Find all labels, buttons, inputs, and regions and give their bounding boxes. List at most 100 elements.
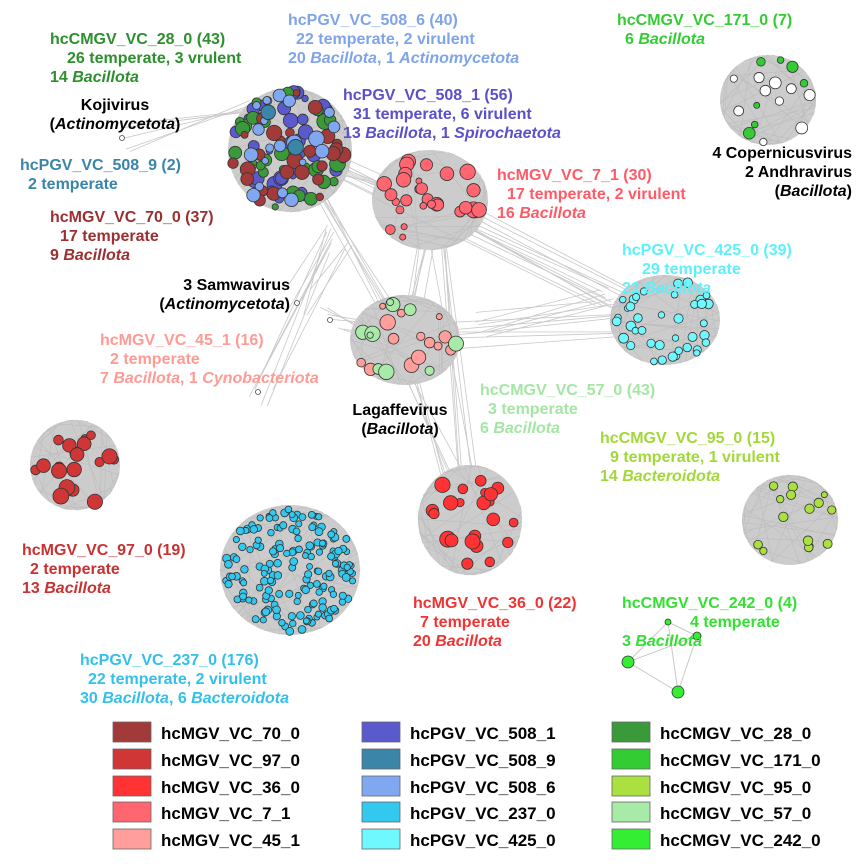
node[interactable] [671,334,680,342]
node[interactable] [304,191,318,206]
node[interactable] [269,509,277,517]
node[interactable] [325,569,333,577]
node[interactable] [786,60,799,73]
node[interactable] [293,597,301,606]
node[interactable] [227,157,239,169]
node[interactable] [626,341,636,351]
node[interactable] [304,605,312,614]
node[interactable] [277,187,288,199]
node[interactable] [785,83,797,95]
node[interactable] [301,94,309,103]
node[interactable] [459,163,476,180]
node[interactable] [292,89,301,97]
node[interactable] [471,202,487,218]
node[interactable] [664,618,672,626]
node[interactable] [289,619,297,628]
node[interactable] [256,514,264,522]
node[interactable] [266,124,283,141]
node[interactable] [314,610,322,618]
node[interactable] [279,164,295,180]
node[interactable] [52,487,70,505]
node[interactable] [743,126,756,140]
node[interactable] [376,176,392,192]
node[interactable] [320,582,328,590]
node[interactable] [294,591,302,599]
node[interactable] [385,224,396,235]
node[interactable] [302,552,309,560]
node[interactable] [366,331,374,339]
node[interactable] [308,130,325,147]
node[interactable] [296,611,305,620]
node[interactable] [66,461,82,478]
node[interactable] [461,557,474,570]
node[interactable] [696,298,707,309]
node[interactable] [240,565,249,574]
node[interactable] [275,590,284,598]
node[interactable] [768,481,779,491]
node[interactable] [282,94,296,108]
node[interactable] [254,536,262,544]
node[interactable] [625,301,636,312]
node[interactable] [240,579,248,587]
node[interactable] [682,277,693,288]
node[interactable] [284,505,293,514]
node[interactable] [448,335,464,352]
node[interactable] [282,112,299,129]
node[interactable] [318,539,326,547]
node[interactable] [416,331,426,341]
node[interactable] [285,589,294,598]
node[interactable] [260,104,276,120]
node[interactable] [343,563,351,571]
node[interactable] [279,521,288,530]
node[interactable] [254,181,264,192]
node[interactable] [483,487,498,502]
node[interactable] [699,319,708,328]
node[interactable] [693,349,701,357]
node[interactable] [316,160,328,172]
node[interactable] [307,510,316,519]
node[interactable] [474,475,487,487]
node[interactable] [804,503,815,514]
node[interactable] [232,555,241,564]
node[interactable] [759,84,772,97]
node[interactable] [294,534,302,543]
node[interactable] [289,557,299,566]
node[interactable] [646,338,656,348]
node[interactable] [301,585,310,595]
node[interactable] [802,535,814,546]
node[interactable] [729,74,738,83]
node[interactable] [271,203,279,211]
node[interactable] [750,120,759,129]
node[interactable] [251,615,260,624]
node[interactable] [699,330,710,341]
node[interactable] [419,202,428,210]
node[interactable] [753,539,763,550]
node[interactable] [261,157,269,165]
node[interactable] [69,447,85,462]
node[interactable] [799,79,809,88]
node[interactable] [759,137,768,147]
node[interactable] [246,188,261,203]
node[interactable] [327,530,336,539]
node[interactable] [379,302,387,310]
node[interactable] [619,295,627,304]
node[interactable] [243,147,259,162]
node[interactable] [298,513,307,521]
node[interactable] [255,389,261,395]
node[interactable] [323,106,335,118]
node[interactable] [287,139,304,156]
node[interactable] [341,573,351,582]
node[interactable] [673,313,684,324]
node[interactable] [298,158,307,166]
node[interactable] [342,535,351,543]
node[interactable] [639,287,648,296]
node[interactable] [36,458,51,473]
node[interactable] [435,313,443,320]
node[interactable] [464,533,481,550]
node[interactable] [315,588,323,596]
node[interactable] [297,625,307,634]
node[interactable] [287,612,296,621]
node[interactable] [314,527,324,536]
node[interactable] [86,493,103,510]
node[interactable] [633,313,643,323]
